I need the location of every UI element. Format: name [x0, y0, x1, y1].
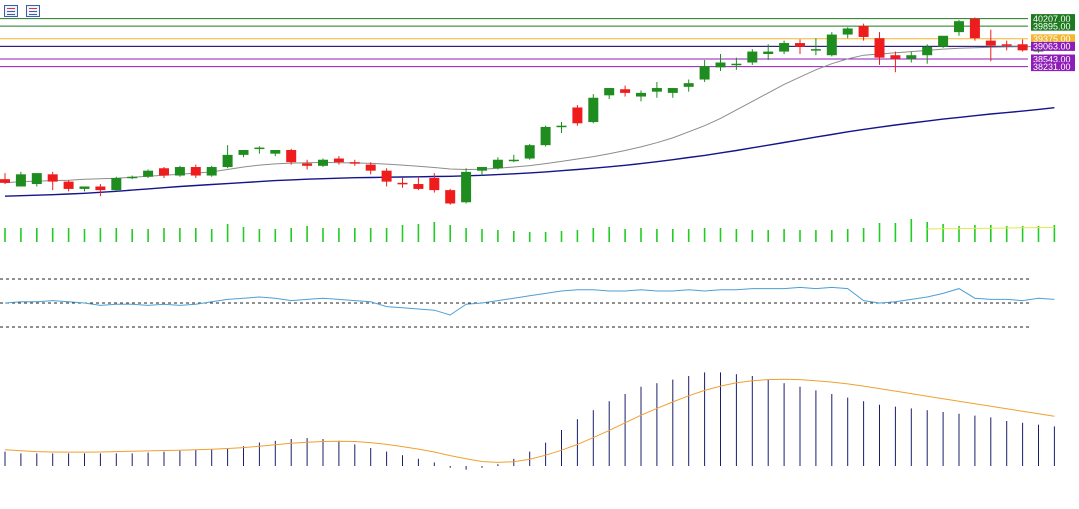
- candle-body: [365, 164, 376, 171]
- candle-body: [763, 51, 774, 54]
- candle-body: [333, 158, 344, 163]
- rsi-panel: [0, 278, 1055, 328]
- candle-body: [492, 159, 503, 169]
- candle-body: [31, 173, 42, 185]
- candle-body: [270, 150, 281, 154]
- price-level-label-3: 39063.00: [1033, 42, 1071, 52]
- candle-body: [810, 49, 821, 51]
- candle-body: [826, 34, 837, 56]
- candle-body: [286, 150, 297, 163]
- candle-body: [651, 88, 662, 92]
- candle-body: [858, 26, 869, 37]
- candle-body: [1001, 44, 1012, 46]
- candle-body: [429, 177, 440, 191]
- candle-body: [922, 46, 933, 56]
- candle-body: [874, 38, 885, 58]
- candle-body: [349, 162, 360, 164]
- candle-body: [667, 88, 678, 93]
- price-level-tag-3: [1031, 41, 1075, 51]
- price-levels: [0, 18, 1028, 68]
- candle-body: [15, 174, 26, 187]
- macd-panel: [4, 372, 1055, 470]
- price-level-label-2: 39375.00: [1033, 34, 1071, 44]
- rsi-line: [4, 286, 1055, 316]
- candle-body: [254, 147, 265, 150]
- candle-body: [238, 150, 249, 155]
- volume-ma-line: [927, 226, 1055, 230]
- price-level-label-5: 38231.00: [1033, 62, 1071, 72]
- candle-body: [47, 174, 58, 182]
- candle-body: [508, 159, 519, 162]
- candle-body: [524, 145, 535, 159]
- candle-body: [63, 181, 74, 189]
- candle-body: [954, 21, 964, 33]
- volume-panel: [4, 219, 1056, 242]
- price-level-tag-2: [1031, 34, 1075, 44]
- candle-body: [779, 43, 790, 52]
- candle-body: [397, 182, 408, 185]
- candle-body: [556, 125, 567, 128]
- candle-body: [206, 167, 217, 176]
- candle-body: [445, 190, 456, 204]
- candle-body: [985, 40, 996, 46]
- candle-body: [842, 28, 853, 35]
- candle-body: [604, 88, 615, 96]
- candle-body: [95, 186, 106, 191]
- list-icon[interactable]: [4, 5, 18, 17]
- candle-body: [0, 179, 10, 183]
- candle-body: [572, 107, 583, 124]
- candle-body: [111, 177, 122, 191]
- candle-body: [127, 176, 138, 179]
- candle-body: [540, 126, 551, 146]
- chart-properties-icon[interactable]: [26, 5, 40, 17]
- price-level-label-4: 38543.00: [1033, 54, 1071, 64]
- candle-body: [588, 97, 599, 123]
- candle-body: [222, 154, 233, 168]
- candle-body: [731, 63, 742, 66]
- candle-body: [699, 66, 710, 80]
- candle-body: [906, 55, 917, 59]
- candle-body: [620, 89, 631, 93]
- candle-body: [890, 55, 901, 59]
- candle-body: [302, 163, 313, 166]
- candle-body: [683, 83, 694, 87]
- candles: [0, 17, 1060, 205]
- price-level-tag-4: [1031, 54, 1075, 64]
- candle-body: [938, 35, 949, 47]
- candle-body: [143, 170, 154, 177]
- candle-body: [1017, 44, 1028, 51]
- price-level-label-0: 40207.00: [1033, 14, 1071, 24]
- candle-body: [159, 168, 169, 176]
- candle-body: [461, 171, 472, 203]
- candle-body: [79, 186, 90, 189]
- candle-body: [715, 62, 726, 68]
- candle-body: [174, 167, 185, 176]
- price-level-label-1: 39895.00: [1033, 21, 1071, 31]
- candle-body: [318, 159, 328, 166]
- candle-body: [477, 167, 487, 171]
- macd-signal-line: [4, 378, 1055, 463]
- candle-body: [381, 170, 392, 182]
- candle-body: [747, 51, 758, 63]
- price-level-tag-5: [1031, 62, 1075, 72]
- candle-body: [969, 18, 980, 39]
- price-level-tag-0: [1031, 14, 1075, 24]
- candle-body: [636, 92, 646, 97]
- price-level-tag-1: [1031, 21, 1075, 31]
- candle-body: [190, 167, 201, 176]
- ma-slow-line: [4, 107, 1055, 197]
- candle-body: [795, 43, 805, 47]
- candle-body: [413, 184, 424, 189]
